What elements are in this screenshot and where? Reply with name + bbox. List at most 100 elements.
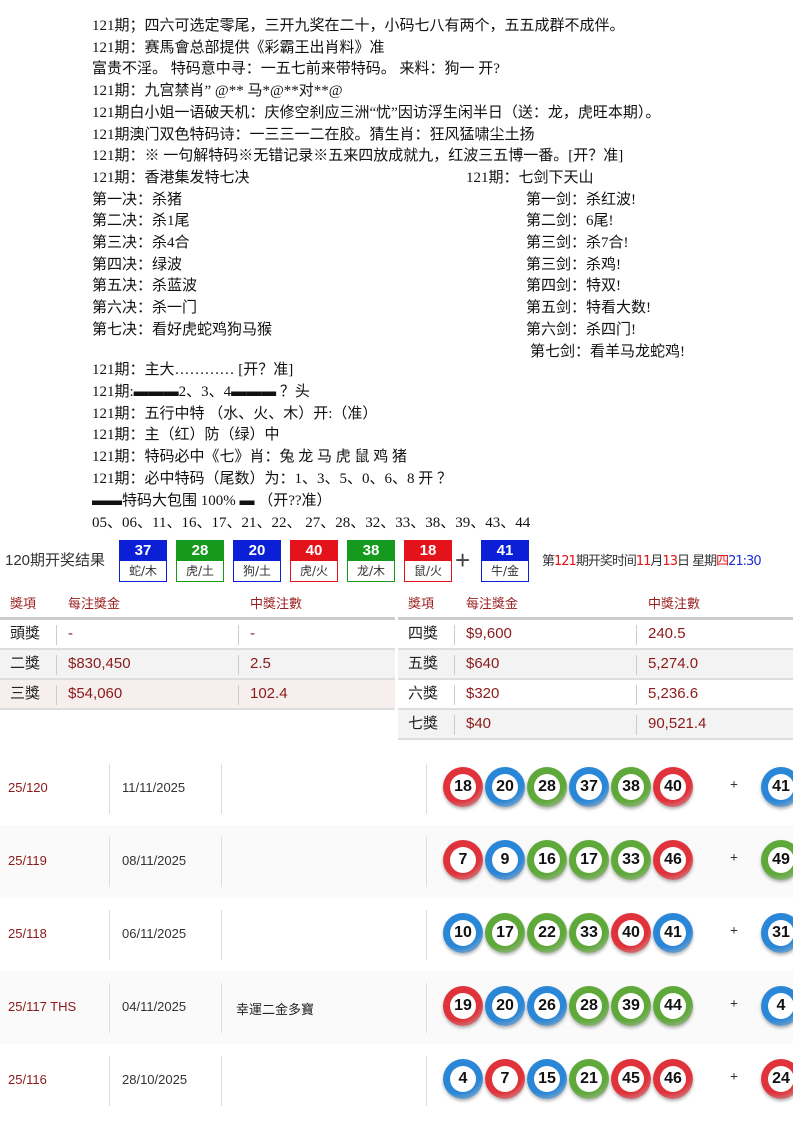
divider: [636, 685, 637, 705]
lottery-ball: 45: [611, 1059, 651, 1099]
next-draw-p1: 第: [542, 554, 555, 569]
draw-row[interactable]: 25/119 08/11/2025 7 9 16 17 33 46 49 +: [0, 825, 793, 898]
prize-cell: 90,521.4: [648, 715, 707, 732]
lottery-ball: 16: [527, 840, 567, 880]
right-col-item: 第二剑：6尾!: [526, 213, 614, 230]
divider: [636, 715, 637, 735]
left-col-item: 第五决：杀蓝波: [92, 278, 198, 295]
right-col-item: 第六剑：杀四门!: [526, 321, 636, 338]
ball-number: 4: [450, 1066, 476, 1092]
forecast-line: 121期：必中特码（尾数）为：1、3、5、0、6、8 开 ？: [92, 471, 453, 487]
ball-number: 46: [660, 847, 686, 873]
prize-header-cell: 中獎注數: [250, 596, 303, 611]
ball-number: 7: [492, 1066, 518, 1092]
ball-number: 20: [492, 774, 518, 800]
next-draw-p4: 日 星期: [676, 554, 717, 569]
lottery-ball: 20: [485, 986, 525, 1026]
result-ball: 41 牛/金: [481, 540, 529, 582]
right-col-item: 第一剑：杀红波!: [526, 191, 636, 208]
ball-number: 28: [534, 774, 560, 800]
ball-number: 33: [618, 847, 644, 873]
prize-row: 五獎 $640 5,274.0: [398, 650, 793, 680]
draw-row[interactable]: 25/120 11/11/2025 18 20 28 37 38 40 41 +: [0, 752, 793, 825]
ball-number: 38: [348, 541, 394, 561]
ball-number: 9: [492, 847, 518, 873]
prize-header-cell: 獎項: [10, 596, 37, 611]
draw-row[interactable]: 25/117 THS 04/11/2025 幸運二金多寶 19 20 26 28 39 44 4 +: [0, 971, 793, 1044]
ball-number: 31: [768, 920, 793, 946]
prize-row: 四獎 $9,600 240.5: [398, 620, 793, 650]
prize-header-cell: 每注獎金: [68, 596, 121, 611]
plus-sign: +: [730, 924, 738, 939]
draw-row[interactable]: 25/118 06/11/2025 10 17 22 33 40 41 31 +: [0, 898, 793, 971]
divider: [426, 837, 427, 887]
lottery-ball: 7: [485, 1059, 525, 1099]
draw-row[interactable]: 25/116 28/10/2025 4 7 15 21 45 46 24 +: [0, 1044, 793, 1117]
forecast-line: 121期：主大………… [开？准]: [92, 362, 294, 378]
draw-date: 28/10/2025: [122, 1072, 188, 1087]
ball-zodiac: 虎/土: [185, 564, 215, 578]
right-col-item: 第五剑：特看大数!: [526, 300, 651, 317]
divider: [426, 1056, 427, 1106]
forecast-line: 121期:▬▬▬2、3、4▬▬▬ ？头: [92, 383, 310, 400]
ball-number: 28: [576, 993, 602, 1019]
divider: [56, 655, 57, 675]
lottery-ball: 40: [653, 767, 693, 807]
ball-number: 49: [768, 847, 793, 873]
ball-number: 37: [120, 541, 166, 561]
left-col-item: 第七决：看好虎蛇鸡狗马猴: [92, 321, 273, 338]
left-col-item: 第一决：杀猪: [92, 191, 183, 208]
ball-number: 37: [576, 774, 602, 800]
prize-cell: 2.5: [250, 655, 271, 672]
result-title: 120期开奖结果: [5, 552, 106, 569]
prize-cell: $54,060: [68, 685, 123, 702]
prize-cell: -: [68, 625, 73, 642]
ball-number: 15: [534, 1066, 560, 1092]
draw-id: 25/120: [8, 780, 48, 795]
forecast-line: 121期：九宫禁肖” @** 马*@**对**@: [92, 83, 343, 100]
divider: [636, 655, 637, 675]
ball-number: 20: [234, 541, 280, 561]
ball-number: 17: [576, 847, 602, 873]
lottery-ball: 49: [761, 840, 793, 880]
divider: [454, 715, 455, 735]
lottery-ball: 37: [569, 767, 609, 807]
prize-cell: $320: [466, 685, 500, 702]
left-col-item: 第二决：杀1尾: [92, 213, 190, 230]
ball-number: 44: [660, 993, 686, 1019]
lottery-ball: 10: [443, 913, 483, 953]
lottery-ball: 26: [527, 986, 567, 1026]
ball-number: 40: [660, 774, 686, 800]
prize-cell: -: [250, 625, 255, 642]
ball-number: 22: [534, 920, 560, 946]
forecast-line: 121期：※ 一句解特码※无错记录※五来四放成就九，红波三五博一番。[开？准]: [92, 148, 624, 165]
draw-date: 06/11/2025: [122, 926, 187, 941]
prize-cell: 七獎: [408, 715, 439, 732]
result-ball: 40 虎/火: [290, 540, 338, 582]
lottery-ball: 46: [653, 1059, 693, 1099]
plus-sign: +: [730, 1070, 738, 1085]
ball-number: 26: [534, 993, 560, 1019]
next-draw-day: 13: [662, 554, 678, 569]
lottery-ball: 17: [485, 913, 525, 953]
draw-date: 08/11/2025: [122, 853, 187, 868]
next-draw-p3: 月: [650, 554, 663, 569]
lottery-ball: 24: [761, 1059, 793, 1099]
divider: [109, 983, 110, 1033]
divider: [454, 685, 455, 705]
forecast-line: ▬▬特码大包围 100% ▬ （开??准）: [92, 492, 332, 509]
right-col-item: 第四剑：特双!: [526, 278, 621, 295]
divider: [454, 655, 455, 675]
lottery-ball: 31: [761, 913, 793, 953]
prize-row: 三獎 $54,060 102.4: [0, 680, 395, 710]
ball-number: 20: [492, 993, 518, 1019]
ball-number: 4: [768, 993, 793, 1019]
divider: [221, 1056, 222, 1106]
ball-zodiac: 鼠/火: [413, 564, 443, 578]
lottery-ball: 28: [569, 986, 609, 1026]
ball-number: 40: [291, 541, 337, 561]
divider: [109, 764, 110, 814]
divider: [636, 625, 637, 645]
draw-id: 25/119: [8, 853, 47, 868]
ball-number: 17: [492, 920, 518, 946]
